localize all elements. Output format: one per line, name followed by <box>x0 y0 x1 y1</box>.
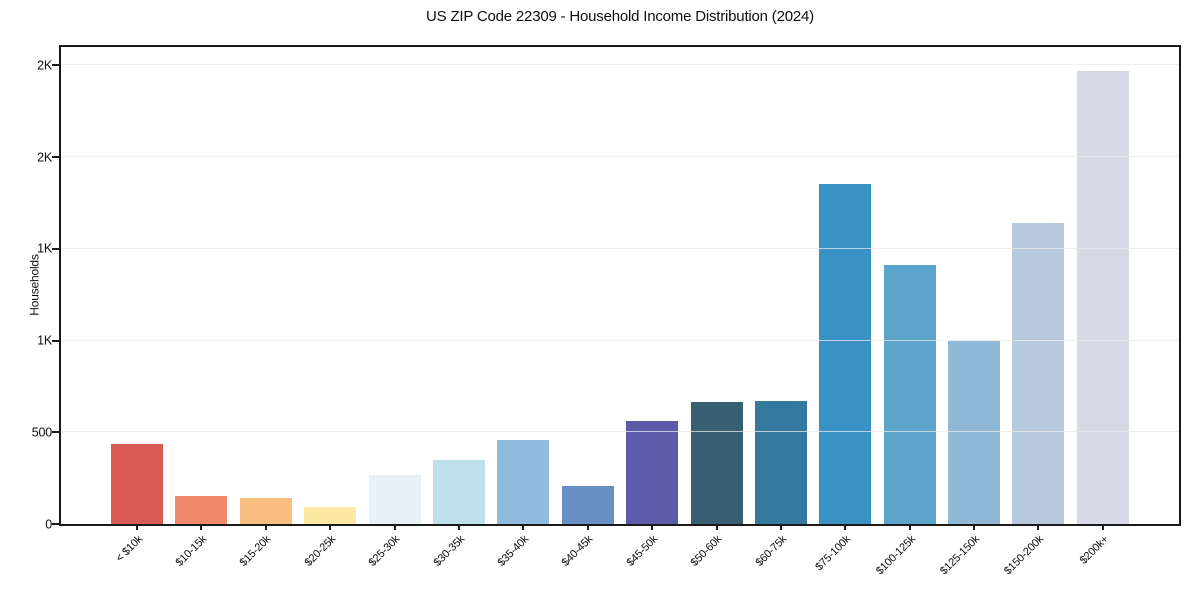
bar-40-45k <box>561 486 614 524</box>
x-tick-label: $40-45k <box>559 533 596 569</box>
y-tick-label: 2K <box>37 58 52 73</box>
bar-50-60k <box>690 402 743 524</box>
x-tick-mark <box>779 524 782 530</box>
x-tick-label: $45-50k <box>624 533 660 569</box>
bar-150-200k <box>1012 223 1065 524</box>
x-tick-label: $60-75k <box>753 533 789 569</box>
x-tick-mark <box>715 524 718 530</box>
bar-75-100k <box>819 183 872 524</box>
y-tick-mark <box>52 339 59 342</box>
x-tick-label: $30-35k <box>431 533 467 569</box>
y-tick-label: 500 <box>31 425 52 440</box>
bar-20-25k <box>304 506 357 524</box>
x-tick-mark <box>329 524 332 530</box>
gridline <box>61 64 1179 66</box>
bar-10-15k <box>175 496 228 524</box>
bar-100-125k <box>883 265 936 524</box>
x-tick-mark <box>457 524 460 530</box>
bar-15-20k <box>239 498 292 524</box>
bar-60-75k <box>754 401 807 524</box>
bar-10k <box>111 444 163 524</box>
x-tick-label: $15-20k <box>237 533 274 569</box>
x-tick-mark <box>973 524 976 530</box>
x-tick-mark <box>651 524 654 530</box>
y-tick-label: 1K <box>37 241 52 256</box>
bar-35-40k <box>497 439 550 524</box>
gridline <box>61 339 1179 341</box>
x-tick-label: $150-200k <box>1002 533 1047 578</box>
y-tick-label: 2K <box>37 149 52 164</box>
x-tick-label: $75-100k <box>813 533 854 574</box>
x-tick-mark <box>522 524 525 530</box>
x-tick-label: $100-125k <box>873 533 918 578</box>
y-tick-mark <box>52 523 59 525</box>
x-tick-label: $35-40k <box>495 533 532 569</box>
x-tick-label: $50-60k <box>688 533 725 569</box>
bar-30-35k <box>432 459 485 524</box>
y-tick-label: 1K <box>37 333 52 348</box>
plot-area: 0 500 1K 1K 2K 2K < $10k $10-15k $15-20k $20-25k… <box>32 45 1181 577</box>
y-tick-mark <box>52 156 59 159</box>
y-tick-mark <box>52 247 59 250</box>
x-tick-label: $25-30k <box>366 533 403 569</box>
chart-title: US ZIP Code 22309 - Household Income Dis… <box>426 8 814 25</box>
x-tick-mark <box>264 524 267 530</box>
y-tick-label: 0 <box>45 516 52 531</box>
gridline <box>61 247 1179 249</box>
bar-200k <box>1076 70 1129 524</box>
bar-25-30k <box>368 475 421 524</box>
gridline <box>61 156 1179 158</box>
y-axis-label: Households <box>27 254 42 316</box>
x-tick-label: $20-25k <box>302 533 338 569</box>
x-tick-mark <box>393 524 396 530</box>
x-tick-mark <box>200 524 203 530</box>
x-tick-mark <box>1101 524 1104 530</box>
x-tick-mark <box>136 524 138 530</box>
y-tick-mark <box>52 64 59 67</box>
bar-45-50k <box>626 421 679 524</box>
x-tick-mark <box>1037 524 1040 530</box>
x-tick-mark <box>908 524 911 530</box>
gridline <box>61 431 1179 433</box>
x-tick-label: $200k+ <box>1077 533 1111 567</box>
bar-series <box>61 47 1179 524</box>
x-tick-mark <box>586 524 589 530</box>
y-tick-mark <box>52 431 59 434</box>
x-tick-label: < $10k <box>113 533 145 565</box>
x-tick-mark <box>844 524 847 530</box>
x-tick-label: $125-150k <box>937 533 982 578</box>
x-tick-label: $10-15k <box>173 533 210 569</box>
